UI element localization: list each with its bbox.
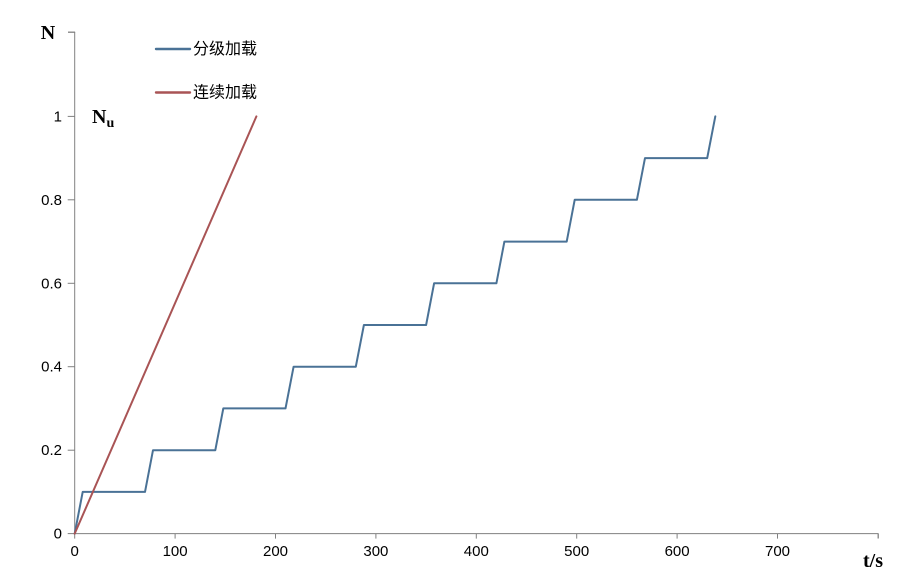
svg-text:400: 400 bbox=[464, 543, 489, 560]
svg-text:600: 600 bbox=[665, 543, 690, 560]
svg-text:0.4: 0.4 bbox=[41, 359, 62, 376]
svg-text:0.6: 0.6 bbox=[41, 275, 62, 292]
svg-text:0: 0 bbox=[71, 543, 79, 560]
svg-text:200: 200 bbox=[263, 543, 288, 560]
svg-text:300: 300 bbox=[363, 543, 388, 560]
svg-text:1: 1 bbox=[54, 108, 62, 125]
svg-text:分级加载: 分级加载 bbox=[193, 40, 257, 58]
svg-text:0: 0 bbox=[54, 526, 62, 543]
svg-text:0.8: 0.8 bbox=[41, 192, 62, 209]
svg-text:Nu: Nu bbox=[92, 106, 114, 131]
svg-text:700: 700 bbox=[765, 543, 790, 560]
svg-text:t/s: t/s bbox=[863, 550, 883, 572]
svg-text:0.2: 0.2 bbox=[41, 442, 62, 459]
svg-text:N: N bbox=[41, 22, 56, 44]
svg-text:连续加载: 连续加载 bbox=[193, 84, 257, 102]
svg-text:500: 500 bbox=[564, 543, 589, 560]
svg-text:100: 100 bbox=[163, 543, 188, 560]
